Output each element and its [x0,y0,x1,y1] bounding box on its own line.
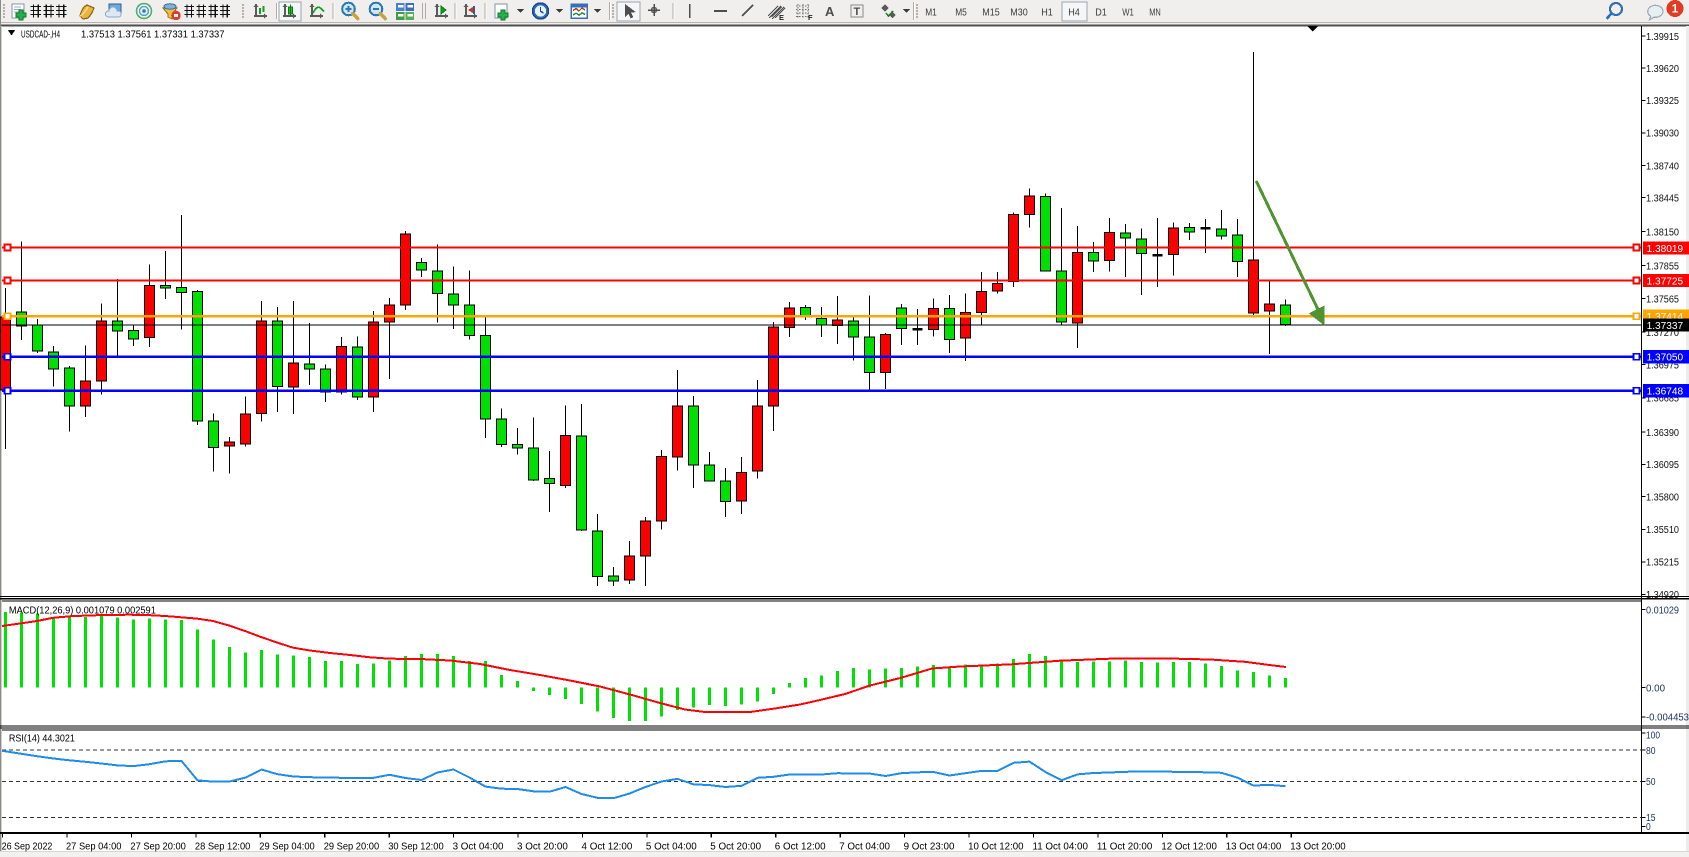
svg-text:27 Sep 04:00: 27 Sep 04:00 [66,842,122,853]
svg-text:M5: M5 [955,6,967,18]
svg-text:D1: D1 [1095,6,1107,18]
svg-text:4 Oct 12:00: 4 Oct 12:00 [582,842,633,853]
svg-text:0: 0 [1646,822,1651,833]
svg-text:1.38150: 1.38150 [1646,228,1679,239]
svg-text:100: 100 [1646,731,1660,742]
svg-text:0.01029: 0.01029 [1646,605,1679,616]
svg-text:3 Oct 20:00: 3 Oct 20:00 [517,842,568,853]
svg-text:E: E [779,13,784,22]
svg-text:13 Oct 04:00: 13 Oct 04:00 [1226,842,1282,853]
svg-text:1.37337: 1.37337 [1647,321,1684,332]
svg-text:1.35510: 1.35510 [1646,525,1679,536]
svg-text:1.36975: 1.36975 [1646,360,1679,371]
svg-text:12 Oct 12:00: 12 Oct 12:00 [1161,842,1217,853]
svg-text:28 Sep 12:00: 28 Sep 12:00 [195,842,251,853]
svg-text:30 Sep 12:00: 30 Sep 12:00 [388,842,444,853]
svg-text:H1: H1 [1041,6,1053,18]
svg-text:1.37513 1.37561 1.37331 1.3733: 1.37513 1.37561 1.37331 1.37337 [81,29,225,41]
svg-text:M30: M30 [1010,6,1028,18]
svg-text:15: 15 [1646,813,1656,824]
svg-text:3 Oct 04:00: 3 Oct 04:00 [453,842,504,853]
svg-text:-0.004453: -0.004453 [1646,713,1689,724]
svg-text:1.37565: 1.37565 [1646,294,1679,305]
svg-text:1.35215: 1.35215 [1646,558,1679,569]
svg-text:1.34920: 1.34920 [1646,590,1679,601]
svg-text:26 Sep 2022: 26 Sep 2022 [2,842,53,853]
svg-text:11 Oct 20:00: 11 Oct 20:00 [1097,842,1153,853]
svg-text:1.36095: 1.36095 [1646,460,1679,471]
svg-text:1.36748: 1.36748 [1647,387,1684,398]
svg-text:80: 80 [1646,746,1656,757]
svg-text:M1: M1 [925,6,937,18]
svg-text:6 Oct 12:00: 6 Oct 12:00 [775,842,826,853]
svg-text:1.39030: 1.39030 [1646,129,1679,140]
svg-text:29 Sep 04:00: 29 Sep 04:00 [259,842,315,853]
svg-text:27 Sep 20:00: 27 Sep 20:00 [130,842,186,853]
svg-text:RSI(14) 44.3021: RSI(14) 44.3021 [9,734,75,745]
svg-text:1.37414: 1.37414 [1647,312,1684,323]
svg-text:1.38445: 1.38445 [1646,193,1679,204]
svg-text:1.39620: 1.39620 [1646,64,1679,75]
svg-text:1.37725: 1.37725 [1647,276,1684,287]
svg-text:M15: M15 [982,6,1000,18]
svg-text:29 Sep 20:00: 29 Sep 20:00 [324,842,380,853]
svg-text:1.37270: 1.37270 [1646,328,1679,339]
svg-text:5 Oct 04:00: 5 Oct 04:00 [646,842,697,853]
svg-text:T: T [854,6,861,18]
svg-text:5 Oct 20:00: 5 Oct 20:00 [710,842,761,853]
svg-text:1.38019: 1.38019 [1647,244,1684,255]
svg-text:1.37050: 1.37050 [1647,353,1684,364]
svg-text:W1: W1 [1122,6,1134,18]
svg-text:1.39325: 1.39325 [1646,96,1679,107]
svg-text:USDCAD-,H4: USDCAD-,H4 [21,29,60,41]
svg-text:F: F [808,13,813,22]
svg-text:MN: MN [1149,6,1161,18]
svg-text:1.35800: 1.35800 [1646,492,1679,503]
svg-text:1.36685: 1.36685 [1646,394,1679,405]
svg-text:10 Oct 12:00: 10 Oct 12:00 [968,842,1024,853]
svg-text:11 Oct 04:00: 11 Oct 04:00 [1033,842,1089,853]
svg-text:1.36390: 1.36390 [1646,428,1679,439]
svg-text:0.00: 0.00 [1646,683,1665,694]
svg-text:1.37855: 1.37855 [1646,261,1679,272]
svg-text:MACD(12,26,9) 0.001079 0.00259: MACD(12,26,9) 0.001079 0.002591 [9,606,156,617]
svg-text:9 Oct 23:00: 9 Oct 23:00 [904,842,955,853]
svg-text:1.39915: 1.39915 [1646,32,1679,43]
svg-text:13 Oct 20:00: 13 Oct 20:00 [1290,842,1346,853]
svg-text:50: 50 [1646,777,1656,788]
svg-text:H4: H4 [1068,6,1080,18]
svg-text:1.38740: 1.38740 [1646,161,1679,172]
svg-text:A: A [825,4,835,19]
svg-text:7 Oct 04:00: 7 Oct 04:00 [839,842,890,853]
svg-text:1: 1 [1672,4,1679,16]
